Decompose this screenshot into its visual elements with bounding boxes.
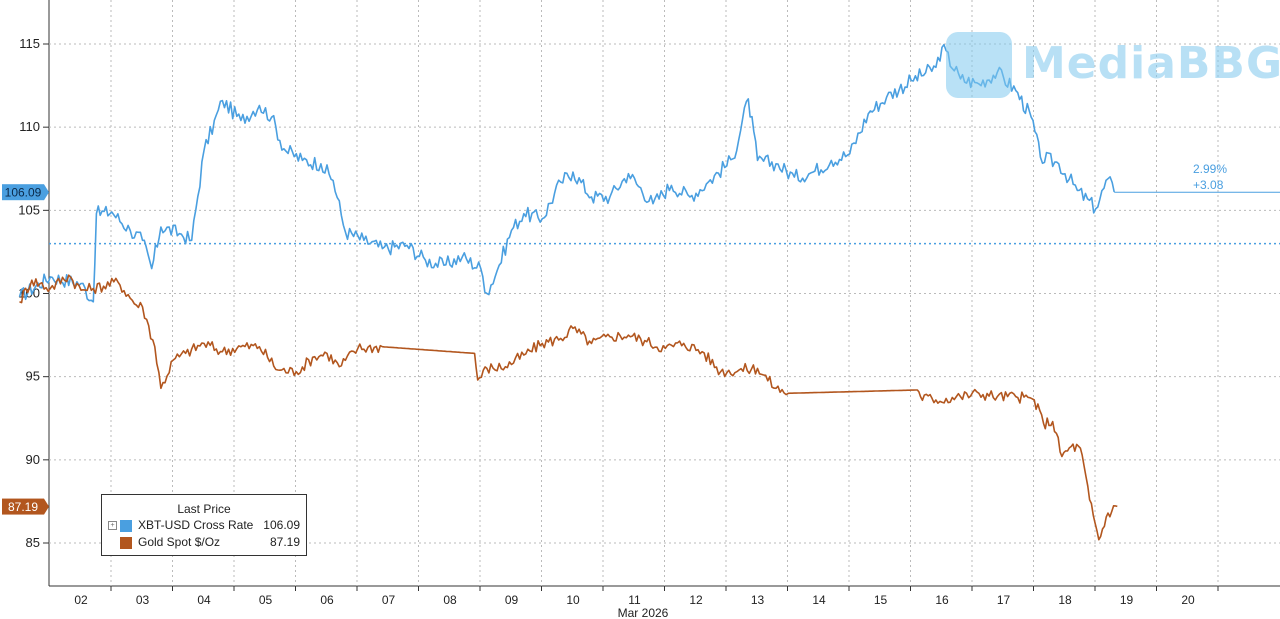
y-tick-label: 95 [26, 369, 40, 384]
x-tick-label: 08 [443, 593, 457, 607]
last-value-tag-pointer [44, 184, 49, 201]
legend-toggle-icon[interactable]: + [108, 521, 117, 530]
x-tick-label: 16 [935, 593, 949, 607]
last-value-tag [2, 184, 44, 201]
telegram-logo-icon [946, 32, 1012, 98]
legend-series-name: Gold Spot $/Oz [138, 535, 221, 549]
change-pct-label: 2.99% [1193, 162, 1227, 176]
x-tick-label: 12 [689, 593, 703, 607]
x-tick-label: 17 [997, 593, 1011, 607]
x-tick-label: 10 [566, 593, 580, 607]
mediabbg-watermark: MediaBBG [946, 32, 1280, 100]
change-abs-label: +3.08 [1193, 178, 1224, 192]
x-tick-label: 02 [74, 593, 88, 607]
y-tick-label: 105 [18, 202, 40, 217]
legend-series-value: 106.09 [263, 518, 300, 532]
legend-swatch-gold [120, 537, 132, 549]
x-tick-label: 14 [812, 593, 826, 607]
legend-item-xbt: + XBT-USD Cross Rate 106.09 [108, 518, 300, 534]
x-tick-label: 19 [1120, 593, 1134, 607]
xbt-usd-series-line [18, 43, 1115, 303]
y-tick-label: 90 [26, 452, 40, 467]
x-tick-label: 13 [751, 593, 765, 607]
last-value-label: 87.19 [8, 500, 38, 514]
y-tick-label: 85 [26, 535, 40, 550]
last-value-tag-pointer [44, 498, 49, 515]
x-tick-label: 06 [320, 593, 334, 607]
x-tick-label: 05 [259, 593, 273, 607]
chart-legend: Last Price + XBT-USD Cross Rate 106.09 G… [101, 494, 307, 556]
x-axis-label: Mar 2026 [618, 606, 669, 619]
x-tick-label: 15 [874, 593, 888, 607]
x-tick-label: 04 [197, 593, 211, 607]
y-tick-label: 115 [19, 36, 40, 51]
gold-spot-series-line [19, 274, 1118, 541]
x-tick-label: 18 [1058, 593, 1072, 607]
x-tick-label: 20 [1181, 593, 1195, 607]
legend-item-gold: Gold Spot $/Oz 87.19 [108, 535, 300, 551]
last-value-label: 106.09 [5, 186, 42, 200]
watermark-text: MediaBBG [1022, 38, 1280, 89]
legend-title: Last Price [177, 502, 231, 516]
y-tick-label: 110 [19, 119, 40, 134]
legend-series-name: XBT-USD Cross Rate [138, 518, 254, 532]
legend-swatch-xbt [120, 520, 132, 532]
x-tick-label: 03 [136, 593, 150, 607]
x-tick-label: 09 [505, 593, 519, 607]
legend-series-value: 87.19 [269, 535, 300, 549]
last-value-tag [2, 498, 44, 515]
x-tick-label: 11 [628, 593, 641, 607]
x-tick-label: 07 [382, 593, 396, 607]
